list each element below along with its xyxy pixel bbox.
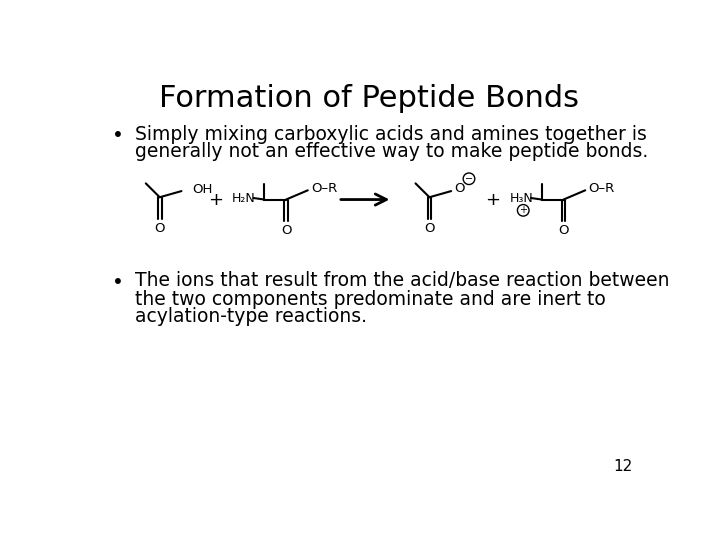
Text: acylation-type reactions.: acylation-type reactions.: [135, 307, 367, 326]
Text: Simply mixing carboxylic acids and amines together is: Simply mixing carboxylic acids and amine…: [135, 125, 647, 144]
Text: +: +: [208, 191, 223, 208]
Text: O: O: [424, 221, 435, 234]
Text: Formation of Peptide Bonds: Formation of Peptide Bonds: [159, 84, 579, 113]
Text: O–R: O–R: [311, 183, 337, 195]
Text: O: O: [454, 181, 464, 194]
Text: OH: OH: [192, 183, 212, 196]
Text: The ions that result from the acid/base reaction between: The ions that result from the acid/base …: [135, 271, 670, 290]
Text: O: O: [558, 224, 569, 237]
Text: •: •: [112, 126, 124, 145]
Text: H₂N: H₂N: [232, 192, 256, 205]
Text: H₃N: H₃N: [509, 192, 533, 205]
Text: O: O: [281, 224, 292, 237]
Text: −: −: [465, 174, 473, 184]
Text: +: +: [519, 205, 527, 215]
Text: generally not an effective way to make peptide bonds.: generally not an effective way to make p…: [135, 142, 648, 161]
Text: 12: 12: [613, 460, 632, 475]
Text: •: •: [112, 273, 124, 292]
Text: the two components predominate and are inert to: the two components predominate and are i…: [135, 289, 606, 309]
Text: +: +: [485, 191, 500, 208]
Text: O: O: [155, 221, 165, 234]
Text: O–R: O–R: [588, 183, 615, 195]
